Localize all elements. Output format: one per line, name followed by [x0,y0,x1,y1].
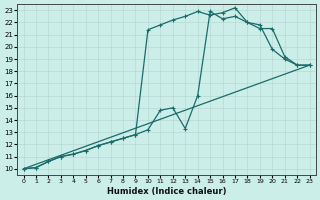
X-axis label: Humidex (Indice chaleur): Humidex (Indice chaleur) [107,187,226,196]
